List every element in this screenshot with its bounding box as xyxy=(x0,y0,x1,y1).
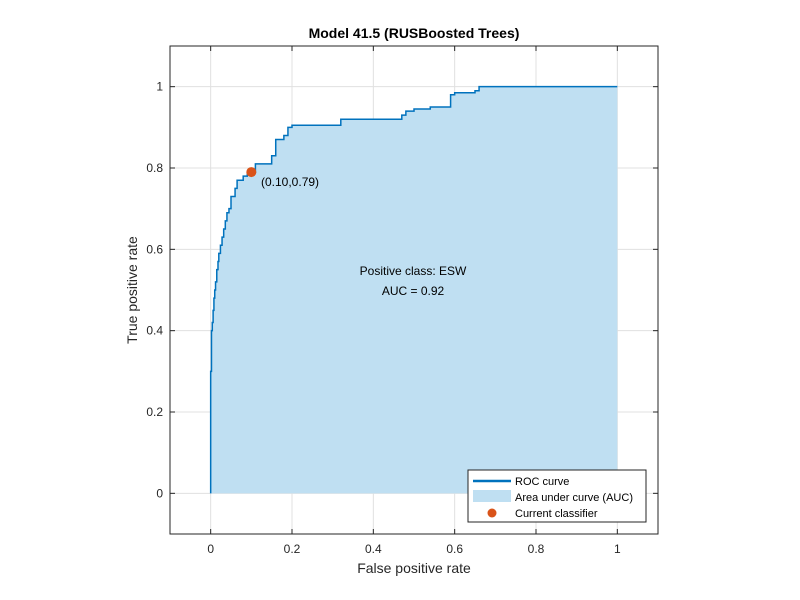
positive-class-annotation: Positive class: ESW xyxy=(360,264,467,278)
legend-roc-curve: ROC curve xyxy=(515,476,569,488)
y-tick-label: 0.4 xyxy=(146,324,163,338)
current-classifier-label: (0.10,0.79) xyxy=(261,175,319,189)
y-tick-label: 0.8 xyxy=(146,161,163,175)
chart-title: Model 41.5 (RUSBoosted Trees) xyxy=(309,25,520,41)
y-tick-label: 0.2 xyxy=(146,405,163,419)
legend-current-classifier: Current classifier xyxy=(515,508,598,520)
x-tick-label: 0.8 xyxy=(528,542,545,556)
x-tick-label: 0.6 xyxy=(446,542,463,556)
legend-classifier-dot-icon xyxy=(487,508,497,518)
x-tick-label: 1 xyxy=(614,542,621,556)
auc-area xyxy=(210,86,618,494)
legend-auc: Area under curve (AUC) xyxy=(515,492,633,504)
x-tick-label: 0 xyxy=(207,542,214,556)
current-classifier-point xyxy=(246,167,257,178)
axes-box xyxy=(169,45,659,535)
y-tick-label: 1 xyxy=(156,80,163,94)
y-tick-label: 0 xyxy=(156,486,163,500)
legend-auc-swatch-icon xyxy=(473,490,511,502)
auc-annotation: AUC = 0.92 xyxy=(382,284,445,298)
y-axis-ticks: 0 0.2 0.4 0.6 0.8 1 xyxy=(146,80,658,500)
auc-area-layer xyxy=(210,86,618,494)
x-tick-label: 0.4 xyxy=(365,542,382,556)
legend: ROC curve Area under curve (AUC) Current… xyxy=(467,469,647,523)
x-axis-ticks: 0 0.2 0.4 0.6 0.8 1 xyxy=(207,46,621,556)
y-axis-label: True positive rate xyxy=(124,236,140,344)
x-tick-label: 0.2 xyxy=(284,542,301,556)
x-axis-label: False positive rate xyxy=(357,560,471,576)
point-layer xyxy=(246,167,257,178)
y-tick-label: 0.6 xyxy=(146,242,163,256)
